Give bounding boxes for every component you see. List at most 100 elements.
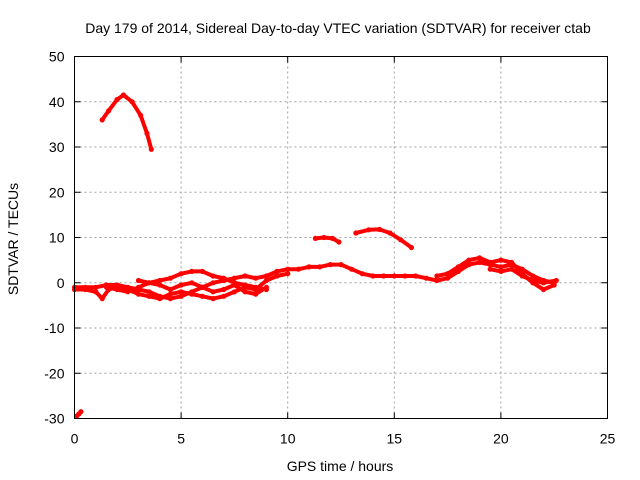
- data-point: [138, 112, 144, 118]
- x-tick-label: 25: [600, 431, 616, 447]
- data-point: [312, 235, 318, 241]
- data-point: [210, 280, 216, 286]
- data-point: [487, 259, 493, 265]
- series-track-1: [71, 259, 557, 302]
- data-point: [99, 117, 105, 123]
- data-point: [231, 282, 237, 288]
- data-point: [167, 286, 173, 293]
- series-layer: [71, 92, 559, 419]
- data-point: [509, 266, 515, 272]
- x-tick-label: 10: [280, 431, 296, 447]
- data-point: [391, 273, 397, 279]
- data-point: [376, 226, 382, 232]
- data-point: [336, 239, 342, 245]
- data-point: [366, 227, 372, 233]
- data-point: [370, 273, 376, 279]
- data-point: [78, 409, 84, 415]
- data-point: [231, 275, 237, 281]
- data-point: [387, 230, 393, 236]
- data-point: [553, 277, 559, 284]
- data-point: [285, 271, 291, 277]
- data-point: [498, 268, 504, 274]
- data-point: [189, 268, 195, 274]
- chart-title: Day 179 of 2014, Sidereal Day-to-day VTE…: [85, 20, 591, 36]
- data-point: [530, 277, 536, 284]
- data-point: [540, 286, 547, 293]
- y-tick-label: 0: [57, 275, 65, 291]
- data-point: [381, 273, 387, 279]
- data-point: [466, 257, 472, 263]
- data-point: [263, 284, 269, 290]
- series-arc-mid-b: [353, 226, 414, 251]
- data-point: [167, 275, 173, 281]
- data-point: [519, 273, 525, 279]
- data-point: [274, 268, 280, 274]
- y-tick-labels: -30 -20 -10 0 10 20 30 40 50: [44, 49, 64, 427]
- y-tick-label: -30: [44, 411, 64, 427]
- data-point: [210, 296, 216, 302]
- data-point: [398, 237, 404, 243]
- data-point: [402, 273, 408, 279]
- data-point: [167, 291, 173, 297]
- data-point: [455, 268, 461, 274]
- tick-marks: [74, 56, 608, 419]
- data-point: [178, 282, 184, 288]
- data-point: [93, 284, 99, 290]
- series-track-5: [434, 255, 557, 293]
- data-point: [253, 284, 259, 290]
- data-point: [157, 296, 163, 302]
- data-point: [157, 282, 163, 288]
- data-point: [135, 277, 142, 284]
- data-point: [445, 275, 451, 281]
- data-point: [285, 266, 291, 272]
- data-point: [540, 280, 547, 286]
- data-point: [338, 262, 344, 268]
- data-point: [477, 255, 483, 261]
- data-point: [317, 264, 323, 270]
- x-tick-labels: 0 5 10 15 20 25: [71, 431, 616, 447]
- data-point: [144, 130, 150, 136]
- data-point: [189, 280, 195, 286]
- data-point: [455, 264, 461, 270]
- data-point: [114, 286, 120, 293]
- data-point: [242, 289, 248, 295]
- data-point: [146, 280, 152, 286]
- data-point: [263, 277, 269, 284]
- series-arc-low: [74, 409, 84, 419]
- data-point: [125, 289, 131, 295]
- data-point: [129, 99, 135, 105]
- series-arc-high: [99, 92, 154, 152]
- data-point: [551, 282, 557, 288]
- data-point: [498, 264, 504, 270]
- data-point: [103, 284, 110, 290]
- data-point: [114, 96, 120, 103]
- data-point: [253, 291, 259, 297]
- data-point: [413, 273, 419, 279]
- series-track-2: [71, 271, 291, 302]
- data-point: [295, 266, 301, 272]
- data-point: [253, 275, 259, 281]
- data-point: [120, 92, 127, 98]
- data-point: [146, 289, 152, 295]
- series-arc-mid-a: [312, 234, 342, 245]
- data-point: [498, 257, 504, 263]
- series-track-4: [135, 277, 269, 297]
- data-point: [242, 282, 248, 288]
- data-point: [329, 235, 336, 241]
- data-point: [434, 277, 440, 284]
- data-point: [167, 296, 173, 302]
- data-point: [221, 286, 227, 293]
- data-point: [199, 284, 205, 290]
- data-point: [359, 271, 365, 277]
- data-point: [210, 289, 216, 295]
- y-axis-title: SDTVAR / TECUs: [5, 183, 21, 295]
- data-point: [221, 275, 227, 281]
- data-point: [106, 108, 112, 114]
- chart-grid: [74, 56, 608, 419]
- data-point: [189, 291, 195, 297]
- y-tick-label: 40: [49, 94, 65, 110]
- data-point: [509, 259, 515, 265]
- data-point: [242, 273, 248, 279]
- data-point: [423, 275, 429, 281]
